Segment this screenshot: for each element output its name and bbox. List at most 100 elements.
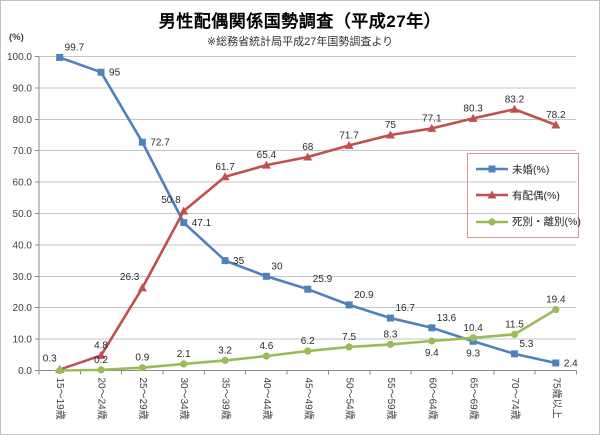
data-point-marker — [304, 285, 312, 293]
x-tick-label: 45～49歳 — [302, 378, 314, 420]
data-point-label: 2.1 — [177, 349, 191, 360]
data-point-marker — [345, 343, 353, 351]
y-tick-label: 30.0 — [13, 272, 33, 283]
data-point-marker — [56, 53, 64, 61]
chart-title: 男性配偶関係国勢調査（平成27年） — [158, 12, 442, 31]
y-axis-unit-label: (%) — [9, 32, 24, 43]
data-point-label: 77.1 — [422, 113, 442, 124]
data-point-marker — [428, 337, 436, 345]
chart-subtitle: ※総務省統計局平成27年国勢調査より — [206, 36, 394, 48]
data-point-marker — [552, 305, 560, 314]
data-point-label: 16.7 — [395, 303, 415, 314]
legend-label-widowed-divorced: 死別・離別(%) — [512, 216, 581, 229]
data-point-label: 72.7 — [150, 138, 170, 149]
data-point-marker — [510, 350, 518, 358]
x-tick-label: 30～34歳 — [178, 378, 190, 420]
data-point-label: 9.4 — [425, 348, 439, 359]
data-point-marker — [262, 272, 270, 280]
data-point-marker — [386, 340, 395, 349]
data-point-marker — [427, 123, 437, 132]
y-tick-label: 10.0 — [13, 335, 33, 346]
data-point-marker — [345, 301, 353, 309]
legend-item-married: 有配偶(%) — [475, 188, 576, 203]
married-series-swatch-icon — [476, 190, 508, 199]
y-tick-label: 100.0 — [7, 52, 32, 63]
data-point-marker — [261, 160, 271, 169]
data-point-label: 3.2 — [218, 345, 232, 356]
data-point-label: 61.7 — [215, 162, 235, 173]
x-tick-label: 60～64歳 — [426, 378, 438, 420]
data-point-label: 2.4 — [564, 358, 578, 369]
data-point-label: 35 — [233, 256, 245, 267]
x-tick-label: 50～54歳 — [344, 378, 356, 420]
legend-label-unmarried: 未婚(%) — [512, 163, 550, 176]
x-tick-label: 55～59歳 — [385, 378, 397, 420]
data-point-marker — [137, 283, 147, 292]
y-tick-label: 80.0 — [13, 115, 33, 126]
data-point-marker — [180, 360, 188, 368]
data-point-label: 0.9 — [135, 353, 149, 364]
unmarried-series-swatch-icon — [476, 165, 508, 173]
data-point-marker — [510, 330, 519, 338]
data-point-marker — [179, 206, 189, 215]
x-tick-label: 75歳以上 — [550, 378, 562, 419]
data-point-label: 4.6 — [259, 341, 273, 352]
data-point-label: 4.8 — [94, 340, 108, 351]
data-point-label: 10.4 — [463, 323, 483, 334]
data-point-marker — [487, 190, 497, 199]
legend-label-married: 有配偶(%) — [512, 189, 560, 202]
data-point-marker — [488, 218, 496, 226]
data-point-label: 30 — [271, 261, 283, 272]
data-point-label: 11.5 — [505, 319, 524, 330]
data-point-marker — [469, 334, 477, 342]
x-tick-label: 40～44歳 — [261, 378, 273, 420]
data-point-marker — [56, 366, 64, 375]
data-point-label: 50.8 — [161, 195, 181, 206]
data-point-label: 0.2 — [94, 355, 108, 366]
data-point-marker — [344, 140, 354, 149]
legend-item-widowed-divorced: 死別・離別(%) — [475, 214, 581, 229]
data-point-marker — [551, 120, 561, 129]
data-point-marker — [509, 104, 519, 113]
y-tick-label: 0.0 — [18, 366, 32, 377]
y-tick-label: 20.0 — [13, 303, 33, 314]
y-tick-label: 60.0 — [13, 178, 33, 189]
data-point-marker — [138, 364, 146, 372]
y-tick-label: 70.0 — [13, 146, 33, 157]
y-tick-label: 40.0 — [13, 240, 33, 251]
x-tick-label: 25～29歳 — [137, 378, 149, 420]
data-point-label: 65.4 — [257, 150, 277, 161]
data-point-marker — [386, 314, 394, 322]
data-point-marker — [552, 359, 560, 367]
data-point-marker — [221, 257, 229, 265]
data-point-label: 8.3 — [383, 329, 397, 340]
data-point-marker — [221, 356, 229, 365]
data-point-marker — [97, 366, 105, 374]
data-point-marker — [96, 350, 106, 359]
data-point-label: 7.5 — [342, 332, 356, 343]
data-point-label: 5.3 — [519, 339, 533, 350]
x-tick-label: 20～24歳 — [96, 378, 108, 420]
data-point-label: 9.3 — [466, 348, 480, 359]
x-tick-label: 15～19歳 — [54, 378, 66, 420]
x-tick-label: 65～69歳 — [468, 378, 480, 420]
data-point-marker — [262, 352, 271, 360]
x-tick-label: 70～74歳 — [509, 378, 521, 420]
y-tick-label: 90.0 — [13, 83, 33, 94]
x-tick-label: 35～39歳 — [220, 378, 232, 420]
data-point-label: 75 — [385, 120, 397, 131]
data-point-label: 47.1 — [192, 218, 212, 229]
data-point-label: 25.9 — [313, 274, 333, 285]
data-point-marker — [138, 138, 146, 146]
data-point-label: 99.7 — [65, 42, 85, 53]
data-point-marker — [428, 324, 436, 332]
data-point-label: 0.3 — [43, 354, 57, 365]
data-point-label: 26.3 — [120, 272, 140, 283]
data-point-label: 68 — [302, 142, 314, 153]
data-point-marker — [385, 130, 395, 139]
data-point-label: 13.6 — [437, 313, 457, 324]
data-point-marker — [97, 68, 105, 76]
data-point-label: 20.9 — [354, 290, 374, 301]
